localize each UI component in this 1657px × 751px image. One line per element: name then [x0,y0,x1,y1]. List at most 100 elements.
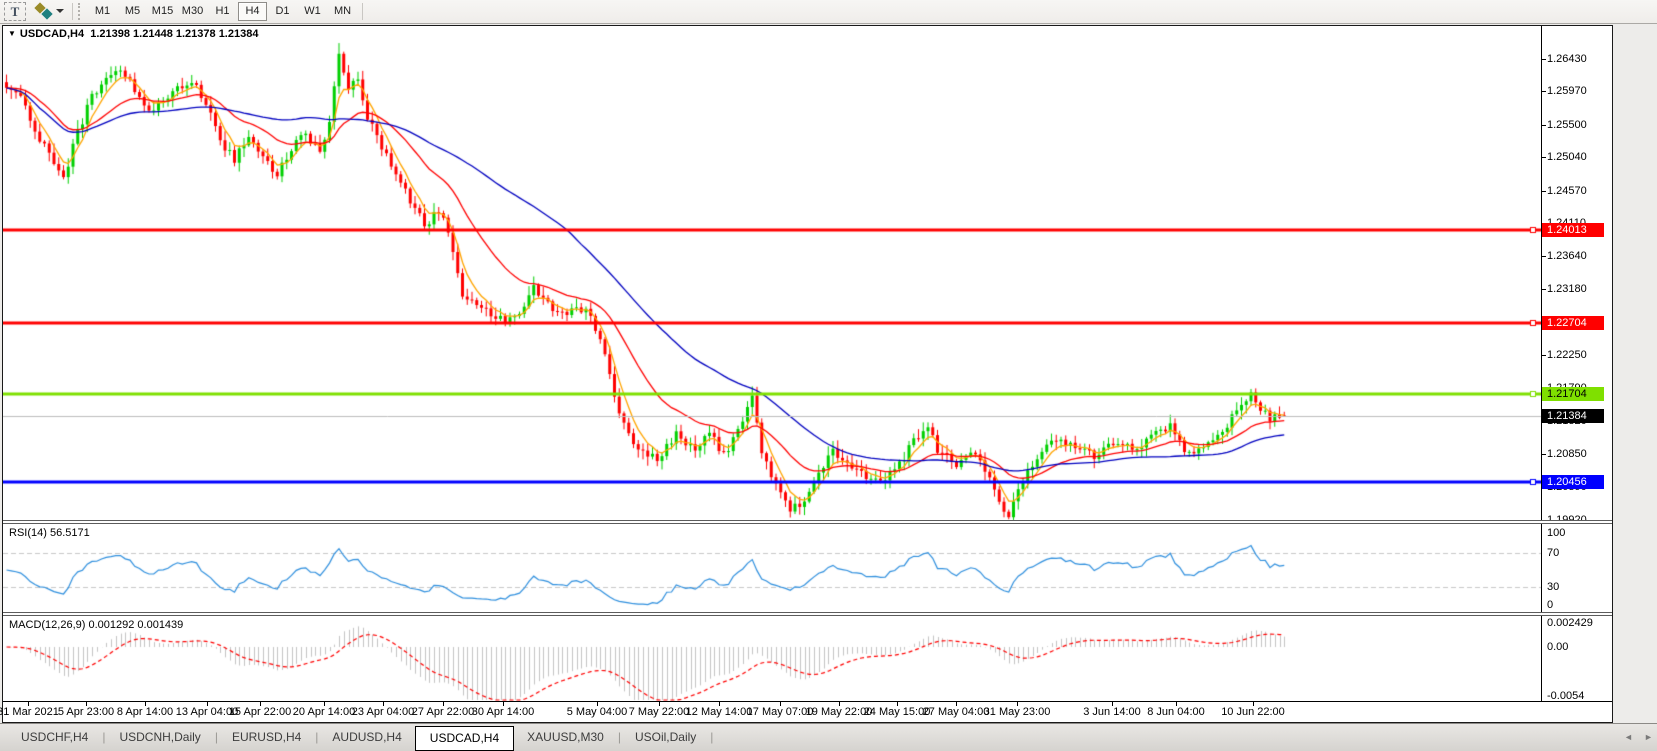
time-tick-label: 31 May 23:00 [983,706,1051,718]
tab-separator: | [102,730,106,744]
price-tick-label: 1.25970 [1547,85,1587,98]
price-tick-mark [1541,354,1546,356]
indicator-tick-label: 0 [1547,599,1554,611]
price-tick-mark [1541,454,1546,456]
tab-scroll-left-icon[interactable]: ◄ [1624,732,1633,742]
dropdown-caret-icon [56,9,64,13]
time-tick-mark [443,702,444,706]
time-tick-label: 24 May 15:00 [863,706,931,718]
price-tick-label: 1.22250 [1547,348,1587,361]
price-level-flag: 1.20456 [1542,475,1604,490]
time-tick-label: 8 Apr 14:00 [116,706,174,718]
time-axis[interactable]: 31 Mar 2021 5 Apr 23:00 8 Apr 14:00 13 Apr … [0,702,1612,722]
chart-ohlc-values: 1.21398 1.21448 1.21378 1.21384 [90,28,259,40]
time-tick-label: 20 Apr 14:00 [292,706,356,718]
indicator-tick-label: 70 [1547,547,1560,559]
tab-separator: | [617,730,621,744]
price-tick-label: 1.26430 [1547,52,1587,65]
price-axis-border [1541,26,1542,701]
tab-scroll-right-icon[interactable]: ► [1644,732,1653,742]
price-level-flag: 1.22704 [1542,315,1604,330]
price-tick-mark [1541,124,1546,126]
chart-menu-icon[interactable]: ▼ [8,29,16,38]
time-tick-label: 31 Mar 2021 [0,706,59,718]
time-tick-mark [260,702,261,706]
price-level-flag: 1.24013 [1542,222,1604,237]
time-tick-mark [839,702,840,706]
price-tick-label: 1.23180 [1547,283,1587,296]
price-tick-mark [1541,157,1546,159]
chart-symbol: USDCAD,H4 [19,28,85,40]
chart-tab-usdcnh-daily[interactable]: USDCNH,Daily [119,730,201,744]
price-tick-label: 1.25040 [1547,151,1587,164]
timeframe-button-mn[interactable]: MN [333,5,352,17]
time-axis-border [3,701,1612,702]
pane-divider[interactable] [3,520,1612,524]
timeframe-button-m30[interactable]: M30 [181,5,204,17]
chart-window: ▼ USDCAD,H4 1.21398 1.21448 1.21378 1.213… [0,25,1613,723]
indicator-tick-label: 100 [1547,527,1566,539]
time-tick-mark [719,702,720,706]
timeframe-button-w1[interactable]: W1 [304,5,321,17]
chart-tab-bar: USDCHF,H4 | USDCNH,Daily | EURUSD,H4 | AUDUSD,… [0,723,1657,751]
price-tick-label: 1.25500 [1547,118,1587,131]
chart-tab-usoil-daily[interactable]: USOil,Daily [634,730,697,744]
chart-tab-xauusd-m30[interactable]: XAUUSD,M30 [527,730,604,744]
chart-tab-usdcad-h4[interactable]: USDCAD,H4 [414,726,515,751]
price-tick-mark [1541,91,1546,93]
timeframe-button-d1[interactable]: D1 [275,5,290,17]
chart-tab-eurusd-h4[interactable]: EURUSD,H4 [231,730,302,744]
toolbar-separator [72,3,73,20]
indicator-tick-label: 0.002429 [1547,617,1593,629]
pane-divider[interactable] [3,612,1612,616]
time-tick-label: 19 May 22:00 [805,706,873,718]
price-tick-label: 1.24570 [1547,184,1587,197]
time-tick-mark [1176,702,1177,706]
time-tick-mark [1253,702,1254,706]
time-tick-mark [86,702,87,706]
chart-tabs: USDCHF,H4 | USDCNH,Daily | EURUSD,H4 | AUDUSD,… [8,726,714,751]
price-tick-label: 1.23640 [1547,250,1587,263]
tab-separator: | [710,730,714,744]
indicator-tick-label: 0.00 [1547,641,1569,653]
time-tick-mark [659,702,660,706]
tab-separator: | [214,730,218,744]
timeframe-button-m5[interactable]: M5 [124,5,141,17]
time-tick-label: 12 May 14:00 [685,706,753,718]
timeframe-button-m1[interactable]: M1 [94,5,111,17]
indicator-tick-label: 30 [1547,581,1560,593]
time-tick-label: 27 Apr 22:00 [411,706,475,718]
time-tick-mark [780,702,781,706]
toolbar-grip[interactable] [78,3,81,20]
time-tick-label: 3 Jun 14:00 [1083,706,1141,718]
chart-tab-usdchf-h4[interactable]: USDCHF,H4 [21,730,89,744]
macd-indicator-canvas[interactable] [3,616,1541,701]
time-tick-mark [28,702,29,706]
time-tick-label: 5 Apr 23:00 [57,706,115,718]
time-tick-mark [503,702,504,706]
time-tick-mark [145,702,146,706]
timeframe-button-h4[interactable]: H4 [238,2,267,21]
price-tick-mark [1541,289,1546,291]
text-tool-button[interactable]: T [4,2,26,21]
time-tick-label: 5 May 04:00 [566,706,628,718]
time-tick-mark [383,702,384,706]
arrows-tool-button[interactable] [32,2,66,21]
price-tick-mark [1541,256,1546,258]
chart-title: ▼ USDCAD,H4 1.21398 1.21448 1.21378 1.213… [8,28,258,40]
chart-tab-audusd-h4[interactable]: AUDUSD,H4 [332,730,402,744]
time-tick-label: 7 May 22:00 [628,706,690,718]
price-tick-label: 1.20850 [1547,448,1587,461]
time-tick-mark [897,702,898,706]
macd-label: MACD(12,26,9) 0.001292 0.001439 [9,619,184,631]
time-tick-label: 30 Apr 14:00 [471,706,535,718]
timeframe-button-h1[interactable]: H1 [215,5,230,17]
time-tick-mark [324,702,325,706]
price-level-flag: 1.21384 [1542,409,1604,424]
timeframe-button-m15[interactable]: M15 [151,5,174,17]
price-chart-canvas[interactable] [3,26,1541,520]
time-tick-label: 13 Apr 04:00 [175,706,239,718]
rsi-indicator-canvas[interactable] [3,524,1541,612]
rsi-label: RSI(14) 56.5171 [9,527,90,539]
